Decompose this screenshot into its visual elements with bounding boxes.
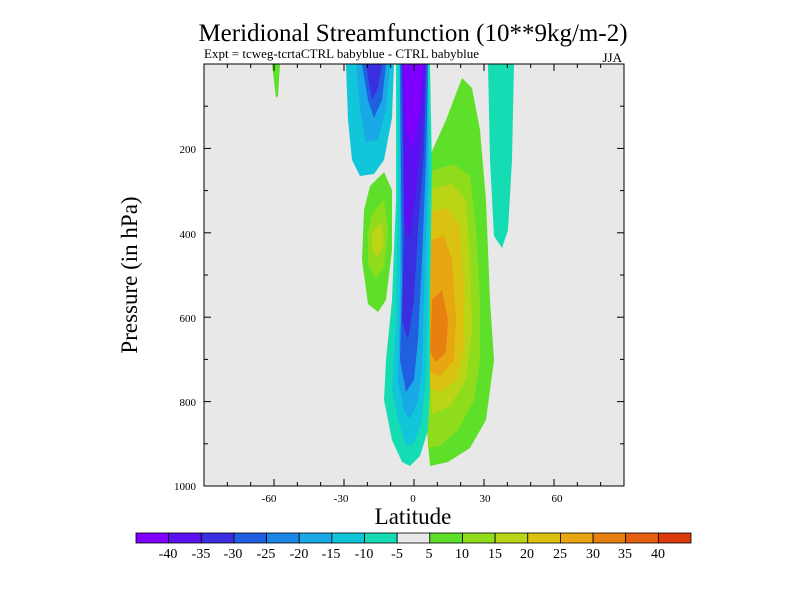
upper-left-darkblue	[366, 64, 382, 100]
colorbar-swatch	[396, 532, 431, 544]
colorbar-swatch	[168, 532, 202, 544]
left-yellow-core	[372, 222, 384, 258]
contour-fills	[272, 64, 514, 466]
right-cyan-column	[488, 64, 514, 248]
x-tick-label: 60	[552, 493, 564, 505]
colorbar-label: -40	[159, 547, 178, 562]
colorbar-label: 5	[426, 547, 433, 562]
x-tick-label: 30	[480, 493, 492, 505]
colorbar-swatch	[298, 532, 333, 544]
colorbar-swatch	[494, 532, 529, 544]
colorbar-swatch	[200, 532, 235, 544]
colorbar-label: -20	[290, 547, 309, 562]
chart-title: Meridional Streamfunction (10**9kg/m-2)	[198, 20, 627, 47]
x-tick-label: -60	[262, 493, 277, 505]
colorbar-swatch	[135, 532, 170, 544]
colorbar-swatch	[527, 532, 561, 544]
chart-subtitle: Expt = tcweg-tcrtaCTRL babyblue - CTRL b…	[204, 46, 479, 61]
colorbar-label: -30	[224, 547, 243, 562]
colorbar-label: 40	[651, 547, 665, 562]
colorbar-swatch	[592, 532, 627, 544]
colorbar-swatch	[625, 532, 659, 544]
colorbar-label: 25	[553, 547, 567, 562]
y-tick-label: 400	[180, 229, 197, 241]
x-tick-labels: -60 -30 0 30 60	[262, 493, 563, 505]
x-axis-label: Latitude	[375, 504, 452, 529]
colorbar-label: 30	[586, 547, 600, 562]
tropical-darkorange	[430, 290, 448, 362]
colorbar-label: -35	[192, 547, 211, 562]
colorbar-swatch	[266, 532, 300, 544]
y-tick-label: 800	[180, 397, 197, 409]
far-left-green-spot	[272, 64, 280, 98]
x-tick-label: -30	[334, 493, 349, 505]
colorbar	[135, 532, 692, 544]
y-tick-labels: 200 400 600 800 1000	[174, 144, 197, 493]
colorbar-swatch	[462, 532, 496, 544]
colorbar-swatch	[233, 532, 267, 544]
plot-area: -60 -30 0 30 60 200 400 600 800 1000	[174, 63, 625, 505]
colorbar-label: -5	[391, 547, 403, 562]
colorbar-label: 35	[618, 547, 632, 562]
season-label: JJA	[602, 50, 622, 65]
colorbar-swatch	[364, 532, 398, 544]
colorbar-label: -15	[322, 547, 341, 562]
colorbar-swatch	[429, 532, 463, 544]
colorbar-label: 15	[488, 547, 502, 562]
axis-ticks	[203, 63, 625, 487]
y-tick-label: 200	[180, 144, 197, 156]
colorbar-swatch	[560, 532, 594, 544]
equatorial-violet-core	[404, 64, 424, 150]
y-axis-label: Pressure (in hPa)	[117, 196, 142, 353]
y-tick-label: 1000	[174, 481, 197, 493]
colorbar-labels: -40 -35 -30 -25 -20 -15 -10 -5 5 10 15 2…	[159, 547, 665, 562]
y-tick-label: 600	[180, 313, 197, 325]
colorbar-label: 20	[520, 547, 534, 562]
colorbar-label: 10	[455, 547, 469, 562]
colorbar-label: -25	[257, 547, 276, 562]
colorbar-swatch	[657, 532, 692, 544]
colorbar-swatch	[331, 532, 365, 544]
x-tick-label: 0	[410, 493, 416, 505]
colorbar-label: -10	[355, 547, 374, 562]
